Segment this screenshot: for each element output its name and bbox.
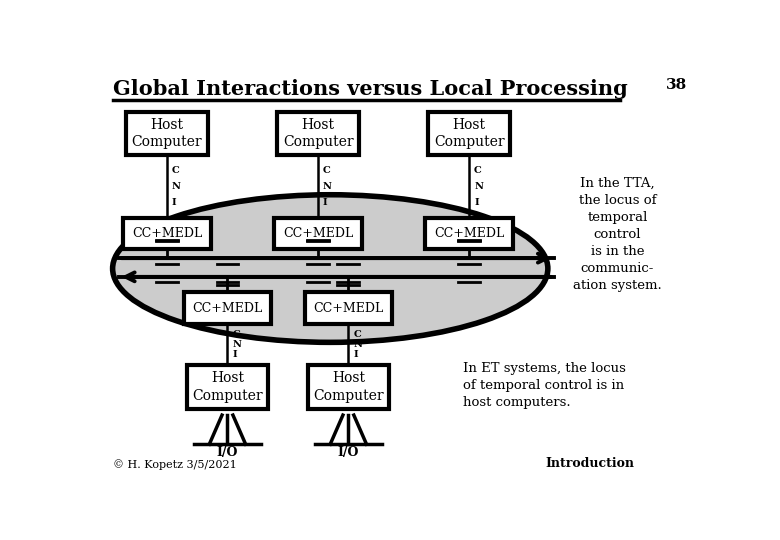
- FancyBboxPatch shape: [425, 218, 513, 249]
- Text: Global Interactions versus Local Processing: Global Interactions versus Local Process…: [112, 79, 627, 99]
- FancyBboxPatch shape: [278, 112, 359, 155]
- FancyBboxPatch shape: [186, 365, 268, 409]
- Text: N: N: [232, 340, 241, 349]
- FancyBboxPatch shape: [428, 112, 510, 155]
- Text: I: I: [474, 198, 479, 206]
- Text: N: N: [323, 182, 331, 191]
- FancyBboxPatch shape: [126, 112, 207, 155]
- Text: Introduction: Introduction: [546, 457, 635, 470]
- Text: I: I: [353, 350, 358, 359]
- Text: I/O: I/O: [338, 446, 359, 460]
- Text: Host
Computer: Host Computer: [434, 118, 505, 149]
- Text: N: N: [172, 182, 181, 191]
- Text: Host
Computer: Host Computer: [192, 372, 263, 403]
- Text: N: N: [353, 340, 362, 349]
- Text: 38: 38: [665, 78, 687, 92]
- Text: C: C: [172, 166, 179, 176]
- Text: CC+MEDL: CC+MEDL: [314, 301, 384, 314]
- Text: I/O: I/O: [217, 446, 238, 460]
- Text: I: I: [323, 198, 328, 206]
- Text: C: C: [232, 329, 240, 339]
- Text: C: C: [323, 166, 331, 176]
- Text: Host
Computer: Host Computer: [283, 118, 353, 149]
- FancyBboxPatch shape: [275, 218, 362, 249]
- FancyBboxPatch shape: [123, 218, 211, 249]
- Text: N: N: [474, 182, 483, 191]
- Text: © H. Kopetz 3/5/2021: © H. Kopetz 3/5/2021: [112, 460, 236, 470]
- Text: CC+MEDL: CC+MEDL: [193, 301, 263, 314]
- Text: Host
Computer: Host Computer: [313, 372, 384, 403]
- Text: C: C: [474, 166, 482, 176]
- Text: In the TTA,
the locus of
temporal
control
is in the
communic-
ation system.: In the TTA, the locus of temporal contro…: [573, 177, 661, 292]
- Text: CC+MEDL: CC+MEDL: [283, 227, 353, 240]
- Text: In ET systems, the locus
of temporal control is in
host computers.: In ET systems, the locus of temporal con…: [463, 362, 626, 409]
- Ellipse shape: [112, 195, 548, 342]
- Text: CC+MEDL: CC+MEDL: [434, 227, 505, 240]
- Text: I: I: [232, 350, 237, 359]
- FancyBboxPatch shape: [307, 365, 389, 409]
- Text: C: C: [353, 329, 361, 339]
- Text: CC+MEDL: CC+MEDL: [132, 227, 202, 240]
- Text: I: I: [172, 198, 176, 206]
- FancyBboxPatch shape: [304, 293, 392, 323]
- FancyBboxPatch shape: [183, 293, 271, 323]
- Text: Host
Computer: Host Computer: [132, 118, 202, 149]
